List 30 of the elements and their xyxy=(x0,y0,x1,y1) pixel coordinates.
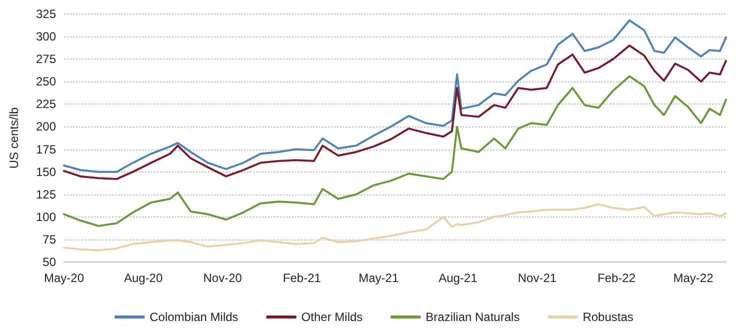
line-series xyxy=(63,203,727,252)
x-tick-label: May-22 xyxy=(673,271,714,285)
y-tick-label: 125 xyxy=(36,187,56,202)
x-tick-label: Aug-20 xyxy=(124,271,163,285)
x-tick-label: Nov-21 xyxy=(518,271,557,285)
y-tick-label: 50 xyxy=(42,255,56,269)
x-tick-label: May-21 xyxy=(358,271,399,285)
legend-label: Robustas xyxy=(582,310,634,324)
legend-label: Other Milds xyxy=(301,310,363,324)
line-series xyxy=(63,75,727,227)
line-series xyxy=(63,44,727,180)
y-tick-label: 100 xyxy=(36,210,56,224)
y-tick-label: 200 xyxy=(36,120,56,134)
x-tick-label: Aug-21 xyxy=(438,271,478,285)
x-tick-label: Feb-22 xyxy=(598,271,636,285)
legend-label: Colombian Milds xyxy=(150,310,238,324)
y-tick-label: 225 xyxy=(36,97,56,112)
x-tick-label: Feb-21 xyxy=(282,271,322,285)
x-tick-label: Nov-20 xyxy=(203,271,242,285)
y-tick-label: 250 xyxy=(36,74,56,89)
y-tick-label: 275 xyxy=(36,52,56,66)
y-tick-label: 175 xyxy=(36,142,56,156)
y-tick-label: 300 xyxy=(36,30,56,44)
y-tick-label: 75 xyxy=(42,232,56,246)
legend-label: Brazilian Naturals xyxy=(426,310,520,324)
y-tick-label: 150 xyxy=(36,164,56,179)
y-axis-title: US cents/lb xyxy=(7,106,21,169)
x-tick-label: May-20 xyxy=(44,271,84,285)
line-series xyxy=(63,19,727,173)
y-tick-label: 325 xyxy=(36,7,56,21)
